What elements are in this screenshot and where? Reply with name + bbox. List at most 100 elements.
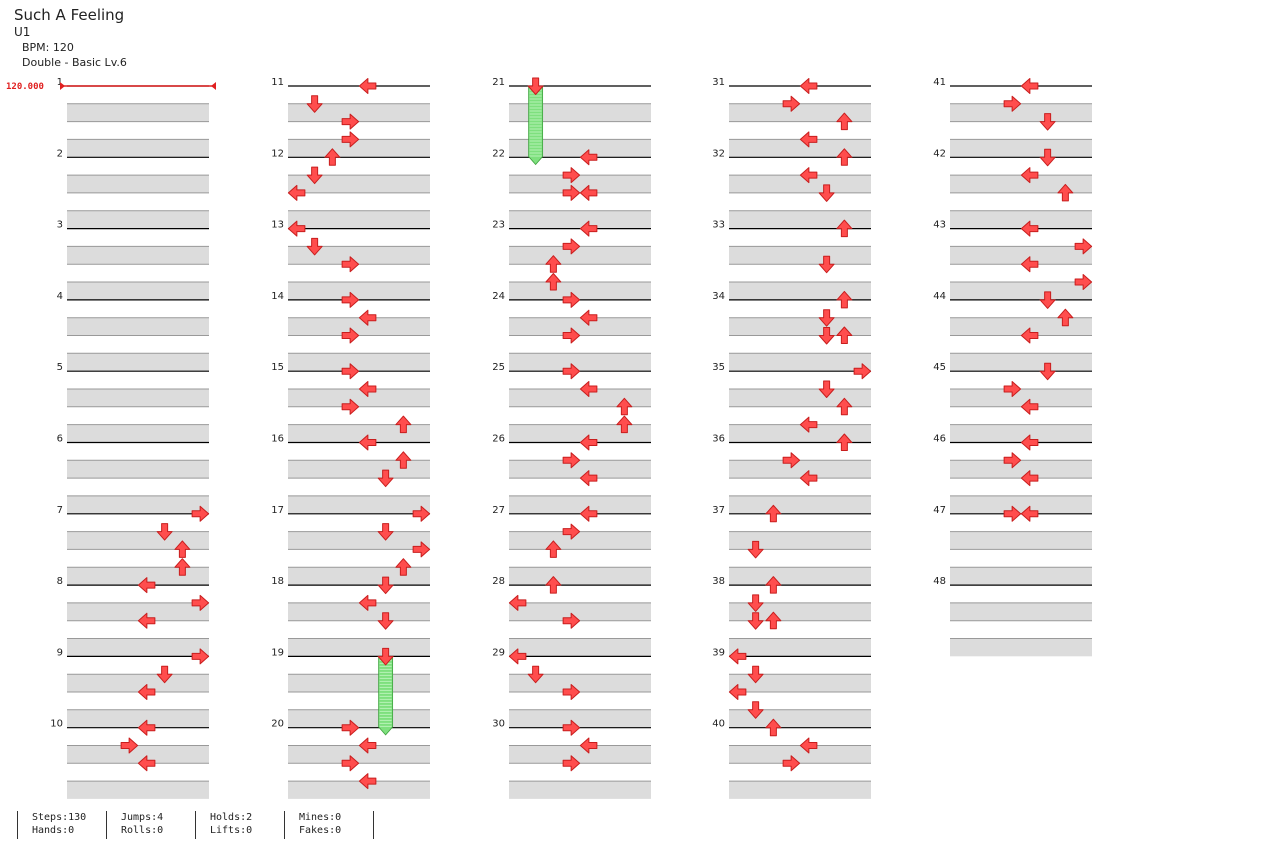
- beat-band: [288, 638, 430, 657]
- arrow-right-icon: [562, 238, 581, 255]
- arrow-right-icon: [1003, 95, 1022, 112]
- beat-band: [67, 246, 209, 265]
- arrow-up-icon: [395, 415, 412, 434]
- arrow-up-icon: [836, 433, 853, 451]
- beat-band: [288, 103, 430, 122]
- stat-value: Rolls:0: [121, 825, 164, 836]
- stat-column: Steps:130 Hands:0: [17, 811, 106, 839]
- arrow-up-icon: [836, 397, 853, 416]
- beat-band: [67, 638, 209, 657]
- beat-band: [729, 175, 871, 193]
- arrow-left-icon: [799, 416, 818, 433]
- arrow-up-icon: [545, 540, 562, 558]
- beat-band: [288, 317, 430, 336]
- song-subtitle: U1: [14, 25, 31, 39]
- arrow-down-icon: [747, 540, 764, 559]
- beat-band: [288, 674, 430, 692]
- arrow-up-icon: [836, 148, 853, 166]
- arrow-down-icon: [527, 665, 544, 684]
- arrow-right-icon: [341, 113, 360, 130]
- arrow-right-icon: [341, 131, 360, 148]
- beat-band: [509, 246, 651, 265]
- arrow-right-icon: [562, 291, 581, 308]
- stat-value: Lifts:0: [210, 825, 253, 836]
- beat-band: [509, 531, 651, 550]
- beat-band: [509, 103, 651, 122]
- arrow-up-icon: [616, 415, 633, 434]
- beat-band: [509, 317, 651, 336]
- beat-band: [67, 495, 209, 514]
- arrow-left-icon: [1020, 256, 1039, 273]
- stat-column: Mines:0 Fakes:0: [284, 811, 373, 839]
- beat-band: [729, 531, 871, 550]
- beat-band: [729, 139, 871, 158]
- beat-band: [509, 175, 651, 193]
- beat-band: [950, 317, 1092, 336]
- stat-value: Steps:130: [32, 812, 87, 823]
- stat-value: Hands:0: [32, 825, 75, 836]
- arrow-left-icon: [1020, 505, 1039, 522]
- arrow-up-icon: [545, 576, 562, 594]
- beat-band: [67, 103, 209, 122]
- arrow-up-icon: [616, 397, 633, 416]
- measure-number: 25: [492, 362, 505, 373]
- arrow-left-icon: [137, 684, 156, 700]
- arrow-left-icon: [1020, 78, 1039, 94]
- measure-number: 10: [50, 719, 63, 730]
- arrow-right-icon: [341, 719, 360, 736]
- arrow-up-icon: [765, 576, 782, 594]
- arrow-right-icon: [1074, 238, 1093, 255]
- beat-band: [950, 139, 1092, 158]
- beat-band: [67, 460, 209, 479]
- arrow-down-icon: [1039, 148, 1056, 167]
- measure-number: 37: [712, 505, 725, 516]
- measure-number: 40: [712, 719, 725, 730]
- arrow-left-icon: [137, 577, 156, 594]
- arrow-up-icon: [174, 540, 191, 558]
- arrow-right-icon: [1003, 452, 1022, 469]
- measure-number: 36: [712, 434, 725, 445]
- arrow-right-icon: [412, 505, 431, 522]
- beat-band: [950, 210, 1092, 229]
- beat-band: [729, 745, 871, 764]
- measure-number: 46: [933, 434, 946, 445]
- arrow-down-icon: [306, 95, 323, 113]
- arrow-up-icon: [765, 718, 782, 737]
- beat-band: [509, 282, 651, 300]
- arrow-left-icon: [579, 309, 598, 326]
- beat-band: [67, 602, 209, 621]
- measure-number: 43: [933, 220, 946, 231]
- arrow-right-icon: [191, 505, 210, 522]
- arrow-right-icon: [1074, 274, 1093, 290]
- beat-band: [729, 460, 871, 479]
- beat-band: [950, 389, 1092, 407]
- measure-number: 23: [492, 220, 505, 231]
- measure-number: 17: [271, 505, 284, 516]
- bpm-info: BPM: 120: [22, 41, 74, 54]
- beat-band: [950, 103, 1092, 122]
- stat-value: Jumps:4: [121, 812, 164, 823]
- arrow-up-icon: [174, 558, 191, 576]
- beat-band: [288, 709, 430, 728]
- bpm-marker-right: [211, 82, 216, 90]
- arrow-down-icon: [1039, 362, 1056, 381]
- arrow-right-icon: [782, 755, 801, 772]
- beat-band: [950, 353, 1092, 372]
- beat-band: [288, 246, 430, 265]
- beat-band: [509, 210, 651, 229]
- beat-band: [509, 389, 651, 407]
- beat-band: [67, 781, 209, 799]
- measure-number: 8: [57, 576, 63, 587]
- beat-band: [509, 674, 651, 692]
- arrow-left-icon: [358, 381, 377, 397]
- measure-number: 29: [492, 647, 505, 658]
- arrow-down-icon: [377, 612, 394, 630]
- arrow-left-icon: [287, 184, 306, 201]
- arrow-right-icon: [853, 363, 872, 380]
- beat-band: [729, 210, 871, 229]
- arrow-right-icon: [562, 612, 581, 629]
- measure-number: 21: [492, 77, 505, 88]
- arrow-left-icon: [358, 594, 377, 611]
- beat-band: [729, 638, 871, 657]
- stat-value: Holds:2: [210, 812, 253, 823]
